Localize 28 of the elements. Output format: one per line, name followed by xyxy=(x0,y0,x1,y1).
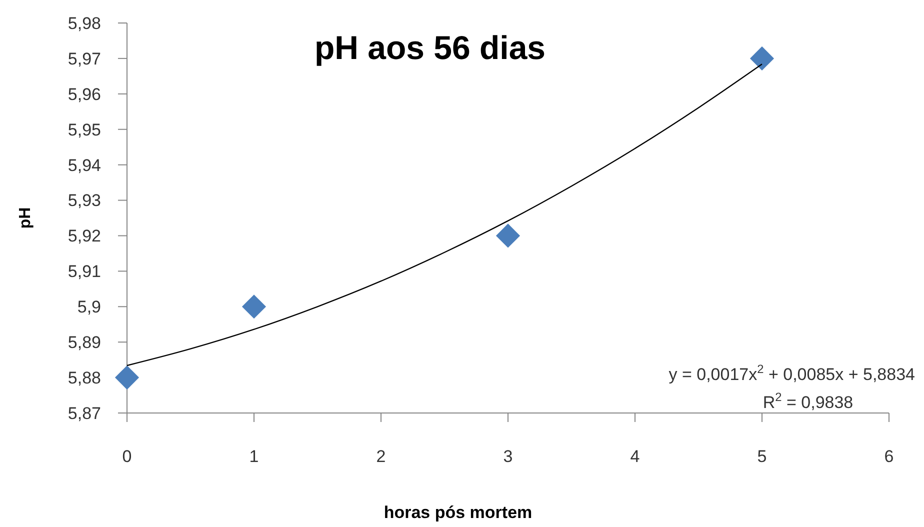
x-tick-label: 0 xyxy=(122,447,132,466)
y-tick-label: 5,92 xyxy=(68,226,101,246)
y-tick-label: 5,91 xyxy=(68,262,101,282)
y-tick-label: 5,96 xyxy=(68,84,101,104)
y-tick-label: 5,89 xyxy=(68,333,101,352)
x-tick-label: 1 xyxy=(249,447,259,466)
y-tick-label: 5,93 xyxy=(68,191,101,210)
y-tick-label: 5,97 xyxy=(68,49,101,68)
x-tick-label: 3 xyxy=(503,447,513,466)
annotation: y = 0,0017x$^{2}$ + 0,0085x + 5,8834 xyxy=(668,362,915,384)
point xyxy=(750,46,774,70)
y-tick-label: 5,98 xyxy=(68,14,101,33)
y-tick-label: 5,88 xyxy=(68,368,101,388)
chart-title: pH aos 56 dias xyxy=(314,29,546,66)
point xyxy=(114,366,140,390)
annotation: R$^{2}$ = 0,9838 xyxy=(762,390,854,412)
y-tick-label: 5,87 xyxy=(68,404,101,423)
point xyxy=(242,294,266,319)
y-tick-label: 5,9 xyxy=(77,298,101,317)
x-tick-label: 5 xyxy=(757,447,767,466)
point xyxy=(496,224,520,248)
y-tick-label: 5,94 xyxy=(68,156,101,175)
y-tick-label: 5,95 xyxy=(68,120,101,140)
y-axis-title: pH xyxy=(17,207,34,229)
x-tick-label: 6 xyxy=(884,447,894,466)
x-tick-label: 4 xyxy=(630,447,640,466)
x-axis-title: horas pós mortem xyxy=(384,503,532,522)
x-tick-label: 2 xyxy=(376,447,386,466)
